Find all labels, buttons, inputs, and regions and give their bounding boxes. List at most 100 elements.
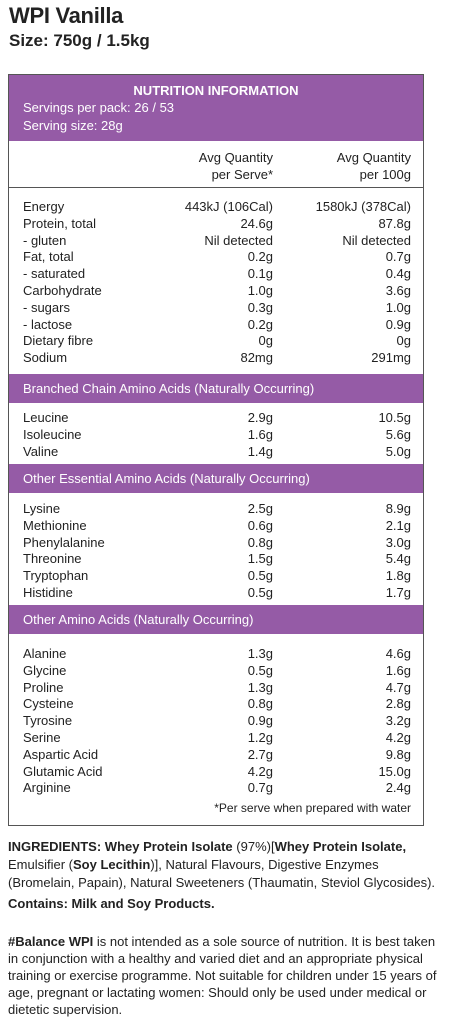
row-value-serve: 0.7g bbox=[247, 780, 273, 796]
row-label: Alanine bbox=[23, 646, 67, 661]
table-row: Dietary fibre 0g 0g bbox=[9, 332, 423, 349]
row-value-serve: 0.5g bbox=[247, 585, 273, 600]
table-row: Glycine 0.5g 1.6g bbox=[9, 662, 423, 679]
footnote: *Per serve when prepared with water bbox=[214, 801, 411, 815]
nutrition-header: NUTRITION INFORMATION Servings per pack:… bbox=[9, 75, 423, 141]
ingredient-wpi-sub: Whey Protein Isolate, bbox=[274, 839, 407, 854]
row-label: Aspartic Acid bbox=[23, 746, 99, 762]
row-label: Carbohydrate bbox=[23, 283, 102, 298]
row-label: - sugars bbox=[23, 299, 70, 315]
warning-brand: #Balance WPI bbox=[8, 934, 94, 949]
table-row: Tyrosine 0.9g 3.2g bbox=[9, 712, 423, 729]
row-value-100g: 0.4g bbox=[385, 266, 411, 282]
row-value-serve: 2.5g bbox=[247, 501, 273, 516]
row-value-100g: Nil detected bbox=[342, 232, 411, 248]
row-value-100g: 9.8g bbox=[385, 746, 411, 762]
row-value-100g: 10.5g bbox=[378, 410, 411, 425]
row-value-serve: 1.2g bbox=[247, 730, 273, 745]
row-label: Tryptophan bbox=[23, 568, 89, 584]
row-label: - lactose bbox=[23, 316, 73, 332]
table-row: - gluten Nil detected Nil detected bbox=[9, 232, 423, 249]
row-value-serve: 1.6g bbox=[247, 426, 273, 442]
row-label: Sodium bbox=[23, 350, 68, 366]
row-value-100g: 0.7g bbox=[385, 249, 411, 265]
table-row: Cysteine 0.8g 2.8g bbox=[9, 695, 423, 712]
row-value-100g: 3.6g bbox=[385, 283, 411, 298]
row-label: Energy bbox=[23, 199, 65, 214]
table-row: Arginine 0.7g 2.4g bbox=[9, 779, 423, 796]
row-value-serve: 0.1g bbox=[247, 266, 273, 282]
row-value-100g: 2.8g bbox=[385, 696, 411, 712]
row-label: Protein, total bbox=[23, 215, 96, 231]
row-label: Isoleucine bbox=[23, 426, 82, 442]
table-row: Leucine 2.9g 10.5g bbox=[9, 409, 423, 426]
row-label: Tyrosine bbox=[23, 713, 73, 729]
product-size: Size: 750g / 1.5kg bbox=[9, 31, 150, 50]
table-row: Tryptophan 0.5g 1.8g bbox=[9, 567, 423, 584]
serving-size: Serving size: 28g bbox=[23, 118, 123, 133]
ingredient-soy: Soy Lecithin bbox=[73, 857, 151, 872]
row-value-serve: 24.6g bbox=[240, 215, 273, 231]
table-row: Threonine 1.5g 5.4g bbox=[9, 550, 423, 567]
row-value-100g: 3.0g bbox=[385, 534, 411, 550]
row-label: Threonine bbox=[23, 551, 82, 567]
row-value-100g: 8.9g bbox=[385, 501, 411, 516]
allergen-statement: Contains: Milk and Soy Products. bbox=[8, 896, 215, 911]
row-label: Phenylalanine bbox=[23, 534, 105, 550]
table-row: Lysine 2.5g 8.9g bbox=[9, 500, 423, 517]
row-label: Fat, total bbox=[23, 249, 74, 265]
row-value-100g: 0g bbox=[396, 333, 411, 349]
table-row: Sodium 82mg 291mg bbox=[9, 349, 423, 366]
table-row: Energy 443kJ (106Cal) 1580kJ (378Cal) bbox=[9, 198, 423, 215]
table-row: Isoleucine 1.6g 5.6g bbox=[9, 426, 423, 443]
table-row: Alanine 1.3g 4.6g bbox=[9, 645, 423, 662]
row-value-100g: 1.0g bbox=[385, 299, 411, 315]
row-value-serve: 1.4g bbox=[247, 443, 273, 459]
row-value-serve: 0g bbox=[258, 333, 273, 349]
row-label: Proline bbox=[23, 679, 64, 695]
row-value-serve: 1.0g bbox=[247, 283, 273, 298]
product-title: WPI Vanilla bbox=[9, 3, 124, 28]
nutrition-panel: NUTRITION INFORMATION Servings per pack:… bbox=[8, 74, 424, 826]
row-value-serve: 0.5g bbox=[247, 662, 273, 678]
row-value-serve: Nil detected bbox=[204, 232, 273, 248]
row-value-100g: 0.9g bbox=[385, 316, 411, 332]
row-value-serve: 0.9g bbox=[247, 713, 273, 729]
row-value-serve: 0.5g bbox=[247, 568, 273, 584]
row-value-100g: 1580kJ (378Cal) bbox=[315, 199, 411, 214]
table-row: Proline 1.3g 4.7g bbox=[9, 679, 423, 696]
row-label: - saturated bbox=[23, 266, 86, 282]
row-value-100g: 291mg bbox=[371, 350, 411, 366]
row-label: Lysine bbox=[23, 501, 61, 516]
row-value-serve: 0.8g bbox=[247, 534, 273, 550]
row-value-100g: 4.7g bbox=[385, 679, 411, 695]
table-row: Glutamic Acid 4.2g 15.0g bbox=[9, 763, 423, 780]
table-row: Histidine 0.5g 1.7g bbox=[9, 584, 423, 601]
row-value-serve: 443kJ (106Cal) bbox=[184, 199, 273, 214]
row-value-serve: 0.6g bbox=[247, 517, 273, 533]
table-row: Phenylalanine 0.8g 3.0g bbox=[9, 534, 423, 551]
row-value-serve: 1.3g bbox=[247, 646, 273, 661]
table-row: - sugars 0.3g 1.0g bbox=[9, 299, 423, 316]
ingredient-wpi: Whey Protein Isolate bbox=[104, 839, 233, 854]
row-value-100g: 87.8g bbox=[378, 215, 411, 231]
row-value-serve: 2.9g bbox=[247, 410, 273, 425]
row-label: Valine bbox=[23, 443, 59, 459]
row-value-100g: 5.6g bbox=[385, 426, 411, 442]
row-label: Serine bbox=[23, 730, 61, 745]
row-value-serve: 2.7g bbox=[247, 746, 273, 762]
row-value-100g: 2.4g bbox=[385, 780, 411, 796]
table-row: Carbohydrate 1.0g 3.6g bbox=[9, 282, 423, 299]
row-label: Arginine bbox=[23, 780, 71, 796]
table-row: Methionine 0.6g 2.1g bbox=[9, 517, 423, 534]
row-value-serve: 82mg bbox=[240, 350, 273, 366]
row-value-100g: 1.7g bbox=[385, 585, 411, 600]
table-row: - saturated 0.1g 0.4g bbox=[9, 265, 423, 282]
row-label: Methionine bbox=[23, 517, 87, 533]
ingredients: INGREDIENTS: Whey Protein Isolate (97%)[… bbox=[8, 839, 436, 890]
row-value-100g: 5.4g bbox=[385, 551, 411, 567]
row-value-100g: 4.6g bbox=[385, 646, 411, 661]
row-label: Leucine bbox=[23, 410, 69, 425]
row-value-100g: 4.2g bbox=[385, 730, 411, 745]
table-row: Serine 1.2g 4.2g bbox=[9, 729, 423, 746]
